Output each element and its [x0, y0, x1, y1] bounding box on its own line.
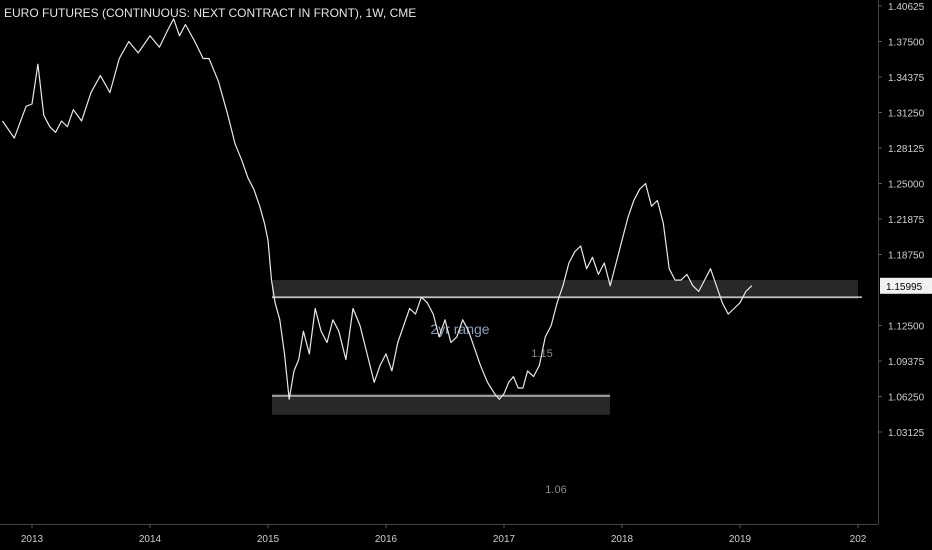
y-tick-label: 1.31250	[888, 109, 925, 120]
x-tick-label: 2016	[375, 534, 398, 545]
y-tick-label: 1.40625	[888, 2, 925, 13]
y-tick-label: 1.37500	[888, 38, 925, 49]
y-tick-label: 1.25000	[888, 180, 925, 191]
y-tick-label: 1.21875	[888, 215, 925, 226]
x-tick-label: 2018	[611, 534, 634, 545]
x-tick-label: 2015	[257, 534, 280, 545]
last-price-badge	[880, 277, 932, 294]
last-price-label: 1.15995	[886, 282, 923, 293]
x-tick-label: 2017	[493, 534, 516, 545]
y-tick-label: 1.34375	[888, 73, 925, 84]
chart-title: EURO FUTURES (CONTINUOUS: NEXT CONTRACT …	[4, 6, 417, 20]
y-tick-label: 1.03125	[888, 428, 925, 439]
x-tick-label: 202	[850, 534, 867, 545]
y-tick-label: 1.18750	[888, 251, 925, 262]
y-tick-label: 1.09375	[888, 357, 925, 368]
x-tick-label: 2014	[139, 534, 162, 545]
lower-range-zone[interactable]	[272, 393, 610, 415]
lower-zone-label: 1.06	[545, 484, 566, 496]
upper-range-zone[interactable]	[272, 280, 858, 300]
y-tick-label: 1.12500	[888, 322, 925, 333]
y-tick-label: 1.28125	[888, 144, 925, 155]
x-tick-label: 2019	[729, 534, 752, 545]
y-tick-label: 1.06250	[888, 393, 925, 404]
price-series-line[interactable]	[2, 18, 753, 400]
x-tick-label: 2013	[21, 534, 44, 545]
